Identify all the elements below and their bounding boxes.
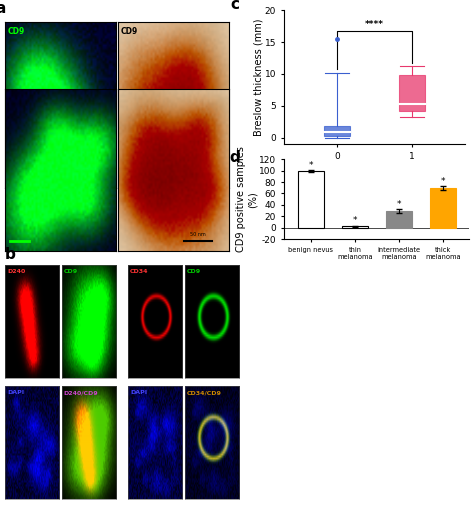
Text: d: d [229, 150, 240, 165]
Bar [386, 211, 412, 228]
X-axis label: CD9 positivity: CD9 positivity [336, 167, 413, 177]
Text: c: c [230, 0, 239, 12]
Text: CD9: CD9 [187, 269, 201, 274]
Text: D240: D240 [7, 269, 25, 274]
Text: CD9: CD9 [8, 27, 25, 36]
Y-axis label: CD9 positive samples
(%): CD9 positive samples (%) [236, 146, 257, 252]
Text: 50 nm: 50 nm [190, 232, 206, 237]
Text: *: * [309, 160, 313, 170]
Text: a: a [0, 1, 6, 15]
Text: ****: **** [365, 21, 384, 29]
Bar [324, 126, 350, 136]
Text: b: b [5, 247, 16, 262]
Text: *: * [441, 176, 445, 186]
Y-axis label: Breslow thickness (mm): Breslow thickness (mm) [253, 19, 263, 136]
Text: *: * [353, 216, 357, 225]
Text: *: * [397, 200, 401, 209]
Text: 25 nm: 25 nm [190, 169, 206, 174]
Text: CD9: CD9 [64, 269, 78, 274]
Text: D240/CD9: D240/CD9 [64, 390, 99, 395]
Text: 25 nm: 25 nm [77, 169, 93, 174]
Bar [342, 227, 368, 228]
Bar [399, 75, 425, 111]
Text: DAPI: DAPI [7, 390, 24, 395]
Text: DAPI: DAPI [130, 390, 147, 395]
Text: CD34/CD9: CD34/CD9 [187, 390, 222, 395]
Bar [298, 171, 324, 228]
Text: CD9: CD9 [121, 27, 138, 36]
Text: CD34: CD34 [130, 269, 149, 274]
Bar [429, 188, 456, 228]
